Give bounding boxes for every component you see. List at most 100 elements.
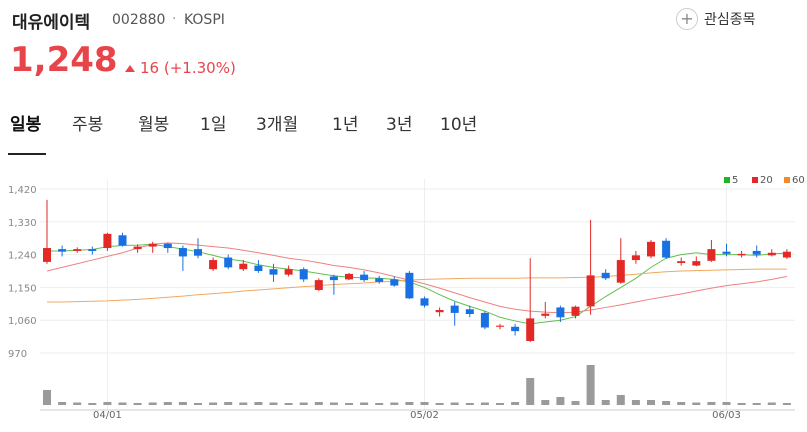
y-tick-label: 1,330 — [8, 218, 37, 229]
y-tick-label: 1,150 — [8, 283, 37, 294]
candle-body — [178, 248, 187, 257]
candle-body — [405, 272, 414, 299]
volume-bar — [405, 402, 414, 405]
volume-bar — [73, 402, 82, 405]
volume-bar — [163, 402, 172, 405]
volume-bar — [737, 403, 746, 405]
candle-body — [314, 280, 323, 290]
x-tick-label: 04/01 — [93, 410, 122, 421]
candle-body — [269, 269, 278, 275]
volume-bar — [601, 400, 610, 405]
candle-body — [88, 249, 97, 251]
x-tick-label: 06/03 — [712, 410, 741, 421]
legend-swatch — [724, 177, 730, 183]
volume-bar — [133, 403, 142, 405]
candle-body — [511, 326, 520, 332]
candle-body — [148, 243, 157, 247]
volume-bar — [390, 402, 399, 405]
candle-body — [254, 265, 263, 271]
volume-bar — [526, 378, 535, 405]
volume-bar — [631, 400, 640, 405]
volume-bar — [254, 402, 263, 405]
volume-bar — [239, 402, 248, 405]
volume-bar — [43, 390, 51, 405]
candle-body — [737, 253, 746, 256]
period-tab[interactable]: 1년 — [332, 115, 359, 135]
candle-body — [103, 233, 112, 249]
volume-bar — [647, 400, 655, 405]
volume-bar — [224, 402, 233, 405]
candle-body — [465, 309, 474, 315]
legend-label: 60 — [792, 175, 805, 186]
volume-bar — [767, 402, 776, 405]
period-tab[interactable]: 주봉 — [72, 115, 104, 135]
candle-body — [647, 241, 655, 257]
volume-bar — [58, 402, 67, 405]
volume-bar — [329, 402, 338, 405]
legend-swatch — [752, 177, 758, 183]
watch-label: 관심종목 — [704, 12, 756, 28]
volume-bar — [586, 365, 595, 405]
active-tab-underline — [8, 153, 46, 155]
period-tab[interactable]: 월봉 — [138, 115, 170, 135]
candle-body — [209, 260, 218, 270]
candle-body — [329, 276, 338, 281]
volume-bar — [541, 400, 550, 405]
period-tab[interactable]: 3개월 — [256, 115, 299, 135]
candle-body — [631, 255, 640, 261]
legend-swatch — [784, 177, 790, 183]
candle-body — [662, 240, 671, 258]
period-tab[interactable]: 1일 — [200, 115, 227, 135]
candle-body — [496, 325, 504, 327]
candle-body — [118, 235, 127, 246]
change-rate: (+1.30%) — [163, 59, 236, 77]
volume-bar — [450, 402, 459, 405]
candle-body — [375, 278, 384, 282]
period-tab[interactable]: 일봉 — [10, 115, 42, 135]
candle-body — [692, 261, 701, 266]
volume-bar — [420, 402, 429, 405]
volume-bar — [103, 402, 112, 405]
candle-body — [571, 306, 580, 316]
ma-line — [47, 243, 787, 325]
x-tick-label: 05/02 — [410, 410, 439, 421]
y-tick-label: 1,420 — [8, 185, 37, 196]
candle-body — [601, 272, 610, 279]
volume-bar — [692, 402, 701, 405]
volume-bar — [707, 402, 716, 405]
volume-bar — [752, 403, 761, 405]
volume-bar — [480, 402, 489, 405]
volume-bar — [375, 403, 384, 405]
y-tick-label: 1,060 — [8, 316, 37, 327]
chart: 970 1,060 1,150 1,240 1,330 1,420 04/01 05/02 06… — [8, 175, 805, 421]
volume-bar — [782, 403, 791, 405]
candle-body — [73, 249, 82, 251]
candle-body — [526, 318, 535, 341]
volume-bar — [360, 402, 369, 405]
candle-body — [43, 248, 51, 262]
period-tab[interactable]: 10년 — [440, 115, 478, 135]
candle-body — [752, 250, 761, 255]
volume-bar — [269, 402, 278, 405]
candle-body — [390, 279, 399, 286]
candle-body — [239, 263, 248, 270]
volume-bar — [299, 402, 308, 405]
candle-body — [163, 243, 172, 249]
candle-body — [722, 251, 731, 254]
volume-bar — [209, 402, 218, 405]
price: 1,248 — [10, 40, 118, 80]
volume-bar — [465, 403, 474, 405]
period-tab[interactable]: 3년 — [386, 115, 413, 135]
watch-button[interactable]: + 관심종목 — [676, 8, 756, 30]
y-tick-label: 970 — [8, 349, 27, 360]
volume-bar — [194, 403, 202, 405]
stock-code: 002880 — [112, 12, 166, 28]
volume-bar — [511, 402, 520, 405]
ma-line — [47, 268, 787, 303]
ma-line — [46, 242, 787, 314]
volume-bar — [345, 403, 353, 405]
candle-body — [420, 298, 429, 306]
candle-body — [133, 246, 142, 250]
candle-body — [194, 249, 202, 256]
